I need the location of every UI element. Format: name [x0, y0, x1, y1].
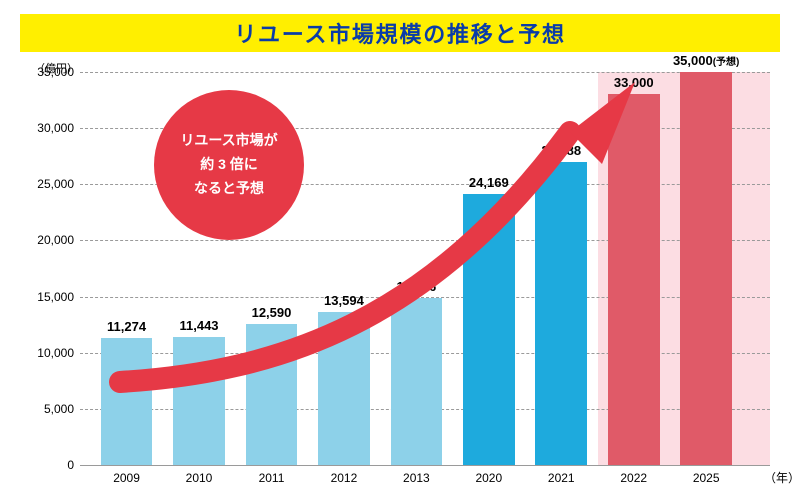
y-tick-label: 35,000 [37, 65, 74, 79]
y-tick-label: 0 [67, 458, 74, 472]
x-tick-label: 2012 [331, 471, 358, 485]
x-tick-label: 2011 [259, 471, 285, 485]
x-tick-label: 2020 [475, 471, 502, 485]
y-tick-label: 30,000 [37, 121, 74, 135]
callout-line: なると予想 [194, 177, 264, 201]
x-tick-label: 2025 [693, 471, 720, 485]
chart-title: リユース市場規模の推移と予想 [234, 17, 566, 49]
x-tick-label: 2021 [548, 471, 575, 485]
y-tick-label: 15,000 [37, 290, 74, 304]
title-band: リユース市場規模の推移と予想 [20, 14, 780, 52]
plot-area: 05,00010,00015,00020,00025,00030,00035,0… [80, 72, 770, 465]
x-tick-label: 2010 [186, 471, 213, 485]
y-tick-label: 5,000 [44, 402, 74, 416]
callout-circle: リユース市場が約 3 倍になると予想 [154, 90, 304, 240]
x-tick-label: 2013 [403, 471, 430, 485]
y-tick-label: 20,000 [37, 233, 74, 247]
bar-value-label: 35,000(予想) [673, 53, 739, 68]
bar-value-note: (予想) [713, 57, 740, 68]
x-axis-unit: （年） [764, 469, 800, 486]
gridline [80, 465, 770, 466]
x-tick-label: 2022 [620, 471, 647, 485]
x-tick-label: 2009 [113, 471, 140, 485]
callout-line: リユース市場が [180, 129, 277, 153]
y-tick-label: 25,000 [37, 177, 74, 191]
y-tick-label: 10,000 [37, 346, 74, 360]
callout-line: 約 3 倍に [200, 153, 258, 177]
chart-container: リユース市場規模の推移と予想 （億円） 05,00010,00015,00020… [0, 0, 800, 500]
